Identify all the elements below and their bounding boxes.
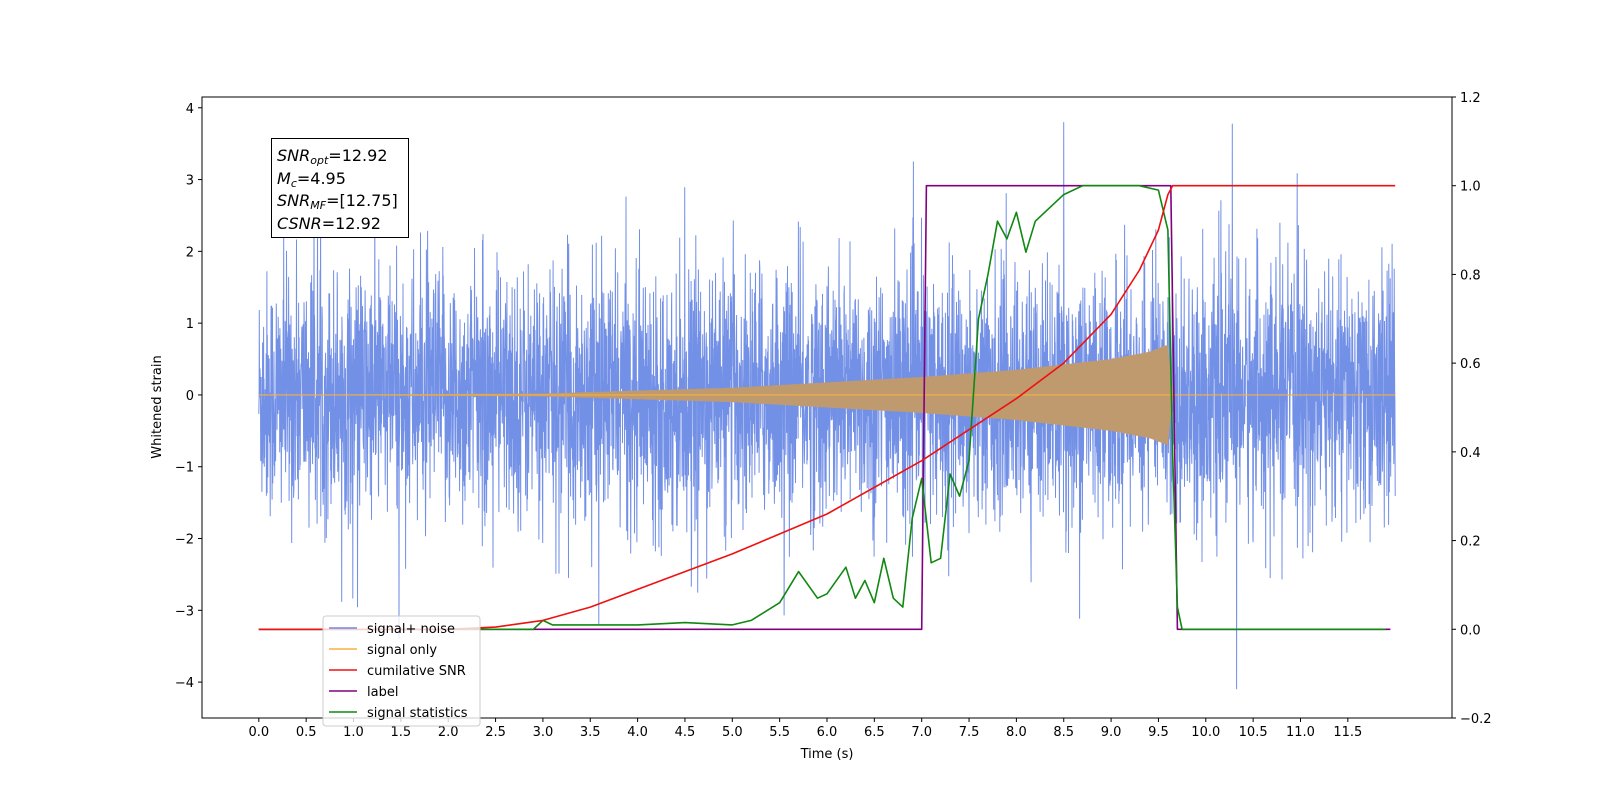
x-tick-label: 8.5 — [1053, 725, 1074, 740]
x-tick-label: 2.0 — [438, 725, 459, 740]
y-left-tick-label: 4 — [186, 102, 194, 117]
snr-mf-row: SNRMF=[12.75] — [277, 191, 398, 212]
x-tick-label: 2.5 — [485, 725, 506, 740]
x-tick-label: 11.0 — [1286, 725, 1315, 740]
legend-signal-statistics-text: signal statistics — [367, 706, 468, 721]
x-tick-label: 5.5 — [769, 725, 790, 740]
y-right-tick-label: 0.4 — [1460, 446, 1481, 461]
x-tick-label: 9.5 — [1148, 725, 1169, 740]
csnr-row: CSNR=12.92 — [277, 213, 381, 233]
y-left-tick-label: 0 — [186, 389, 194, 404]
x-tick-label: 11.5 — [1333, 725, 1362, 740]
y-left-tick-label: −4 — [175, 676, 194, 691]
plot-area — [258, 122, 1396, 690]
x-tick-label: 1.0 — [343, 725, 364, 740]
x-tick-label: 7.0 — [911, 725, 932, 740]
legend-signal-only-text: signal only — [367, 643, 437, 658]
y-left-tick-label: −3 — [175, 604, 194, 619]
x-tick-label: 6.5 — [864, 725, 885, 740]
legend-cumulative-snr-text: cumilative SNR — [367, 664, 466, 679]
x-tick-label: 4.0 — [627, 725, 648, 740]
x-tick-label: 9.0 — [1101, 725, 1122, 740]
x-tick-label: 0.5 — [296, 725, 317, 740]
x-tick-label: 8.0 — [1006, 725, 1027, 740]
snr-opt-row: SNRopt=12.92 — [277, 146, 388, 167]
x-tick-label: 7.5 — [959, 725, 980, 740]
y-right-tick-label: 0.2 — [1460, 535, 1481, 550]
x-tick-label: 3.5 — [580, 725, 601, 740]
y-axis-label: Whitened strain — [150, 355, 165, 458]
legend-label-text: label — [367, 685, 398, 700]
series-signal-statistics-line — [258, 184, 1386, 631]
y-left-tick-label: 2 — [186, 245, 194, 260]
x-tick-label: 10.5 — [1239, 725, 1268, 740]
y-right-tick-label: 1.0 — [1460, 180, 1481, 195]
x-axis: 0.0 0.5 1.0 1.5 2.0 2.5 3.0 3.5 4.0 4.5 5.0 5.5 6.0 6… — [248, 718, 1362, 740]
y-right-tick-label: 0.8 — [1460, 268, 1481, 283]
y-right-tick-label: 0.6 — [1460, 357, 1481, 372]
y-axis-right: 1.2 1.0 0.8 0.6 0.4 0.2 0.0 −0.2 — [1452, 91, 1492, 727]
x-tick-label: 0.0 — [248, 725, 269, 740]
chirp-mass-row: Mc=4.95 — [277, 168, 346, 190]
legend-signal-noise-text: signal+ noise — [367, 622, 455, 637]
x-tick-label: 6.0 — [817, 725, 838, 740]
y-right-tick-label: 0.0 — [1460, 623, 1481, 638]
x-tick-label: 1.5 — [391, 725, 412, 740]
x-tick-label: 5.0 — [722, 725, 743, 740]
y-right-tick-label: 1.2 — [1460, 91, 1481, 106]
y-left-tick-label: 1 — [186, 317, 194, 332]
stats-info-box: SNRopt=12.92 Mc=4.95 SNRMF=[12.75] CSNR=… — [271, 138, 409, 238]
x-tick-label: 3.0 — [533, 725, 554, 740]
y-left-tick-label: 3 — [186, 174, 194, 189]
x-tick-label: 4.5 — [675, 725, 696, 740]
series-signal-noise-line — [258, 122, 1396, 690]
y-left-tick-label: −2 — [175, 533, 194, 548]
y-right-tick-label: −0.2 — [1460, 712, 1492, 727]
y-left-tick-label: −1 — [175, 461, 194, 476]
x-axis-label: Time (s) — [800, 747, 854, 762]
legend: signal+ noise signal only cumilative SNR la… — [322, 615, 481, 727]
y-axis-left: 4 3 2 1 0 −1 −2 −3 −4 — [175, 102, 202, 691]
x-tick-label: 10.0 — [1191, 725, 1220, 740]
legend-box — [322, 615, 481, 727]
series-cumulative-snr-line — [258, 184, 1396, 631]
